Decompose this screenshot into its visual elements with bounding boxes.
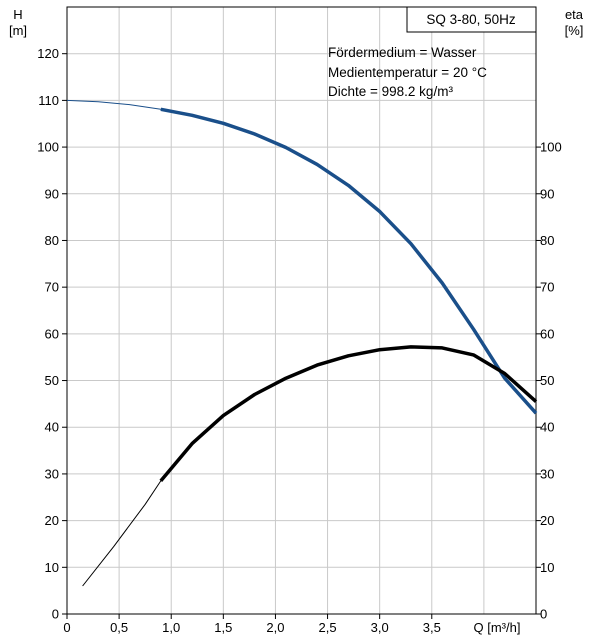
y-left-tick-label: 40 (45, 420, 59, 435)
curves (66, 99, 538, 587)
y-left-tick-label: 80 (45, 233, 59, 248)
y-axis-left-name: H (13, 7, 22, 22)
y-right-tick-label: 70 (540, 280, 554, 295)
y-right-tick-label: 0 (540, 607, 547, 622)
y-axis-right-name: eta (565, 7, 584, 22)
y-left-tick-label: 120 (37, 46, 59, 61)
x-tick-label: 1,5 (214, 620, 232, 635)
annotation-density: Dichte = 998.2 kg/m³ (328, 84, 453, 99)
x-tick-label: 3,5 (423, 620, 441, 635)
y-right-tick-label: 80 (540, 233, 554, 248)
x-tick-label: 1,0 (162, 620, 180, 635)
plot-frame (66, 6, 537, 615)
y-right-tick-label: 90 (540, 186, 554, 201)
x-axis-label: Q [m³/h] (474, 620, 521, 635)
y-left-tick-label: 110 (38, 93, 59, 108)
y-right-tick-label: 100 (540, 140, 562, 155)
chart-title: SQ 3-80, 50Hz (426, 12, 516, 27)
y-left-tick-label: 100 (37, 140, 59, 155)
y-left-tick-label: 20 (45, 513, 59, 528)
y-right-tick-label: 50 (540, 373, 554, 388)
curve-H-duty (160, 107, 538, 415)
annotation-temperature: Medientemperatur = 20 °C (328, 65, 487, 80)
title-box (406, 6, 537, 33)
y-left-tick-label: 30 (45, 466, 59, 481)
axis-ticks: 0 0,5 1,0 1,5 2,0 2,5 3,0 3,5 0 10 20 30 40 50 60 70 80 9… (37, 46, 561, 635)
annotation-medium: Fördermedium = Wasser (328, 45, 477, 60)
y-right-tick-label: 40 (540, 420, 554, 435)
y-left-tick-label: 10 (45, 560, 59, 575)
curve-eta-full (82, 346, 537, 587)
y-left-tick-label: 60 (45, 326, 59, 341)
curve-eta-duty (159, 345, 538, 483)
y-left-tick-label: 0 (52, 607, 59, 622)
x-tick-label: 0,5 (110, 620, 128, 635)
y-right-tick-label: 10 (540, 560, 554, 575)
y-axis-right-unit: [%] (565, 23, 584, 38)
y-right-tick-label: 20 (540, 513, 554, 528)
y-left-tick-label: 70 (45, 280, 59, 295)
x-tick-label: 0 (63, 620, 70, 635)
y-right-tick-label: 30 (540, 466, 554, 481)
x-tick-label: 2,0 (266, 620, 284, 635)
y-right-tick-label: 60 (540, 326, 554, 341)
y-left-tick-label: 90 (45, 186, 59, 201)
x-tick-label: 2,5 (319, 620, 337, 635)
y-axis-left-unit: [m] (9, 23, 27, 38)
y-left-tick-label: 50 (45, 373, 59, 388)
grid (67, 7, 536, 614)
x-tick-label: 3,0 (371, 620, 389, 635)
